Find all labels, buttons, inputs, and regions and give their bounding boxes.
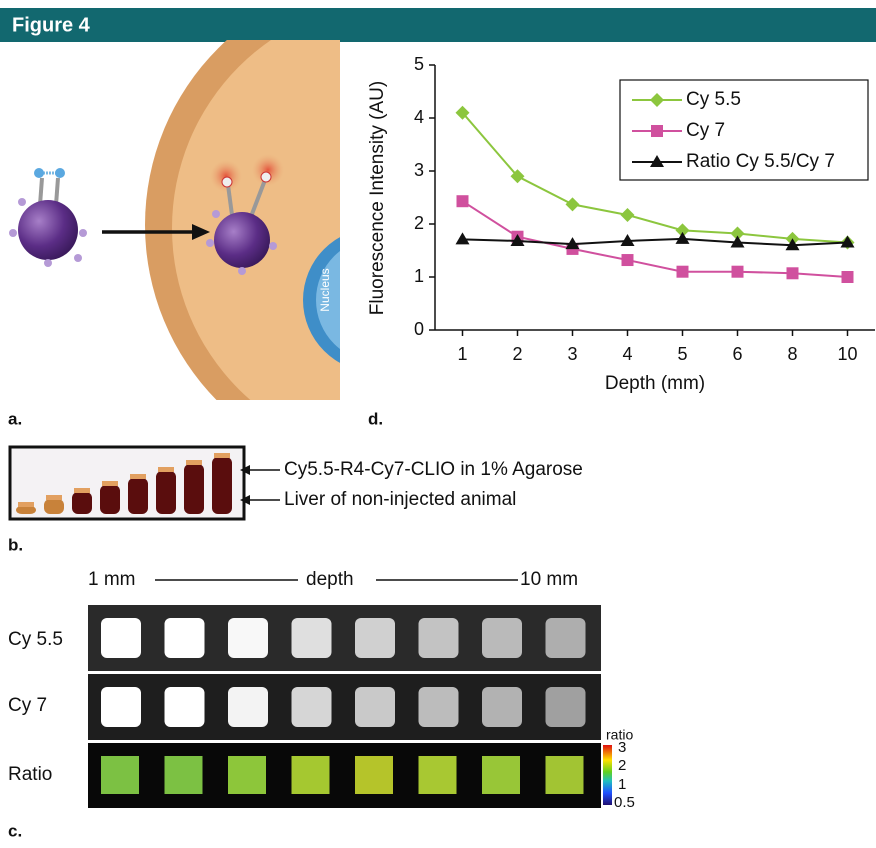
tube-top	[18, 502, 34, 507]
marker	[842, 271, 854, 283]
colorbar-tick: 2	[618, 757, 626, 774]
panel-label: d.	[368, 409, 383, 428]
square	[228, 618, 268, 658]
square	[292, 687, 332, 727]
square	[355, 618, 395, 658]
tube-top	[186, 460, 202, 465]
panel-label: b.	[8, 535, 23, 554]
colorbar-tick: 1	[618, 776, 626, 793]
marker	[732, 266, 744, 278]
marker	[566, 197, 580, 211]
tube	[184, 464, 204, 514]
x-tick-label: 5	[677, 344, 687, 364]
square	[355, 756, 393, 794]
square	[482, 687, 522, 727]
y-tick-label: 4	[414, 107, 424, 127]
square	[292, 756, 330, 794]
legend-label: Cy 5.5	[686, 89, 741, 110]
tube-top	[102, 481, 118, 486]
square	[419, 687, 459, 727]
tube	[44, 499, 64, 514]
x-tick-label: 1	[457, 344, 467, 364]
colorbar	[603, 745, 612, 805]
marker	[677, 266, 689, 278]
square	[546, 618, 586, 658]
square	[228, 687, 268, 727]
tube-top	[214, 453, 230, 458]
annotation: Liver of non-injected animal	[284, 489, 516, 510]
marker	[456, 232, 470, 244]
square	[101, 756, 139, 794]
square	[419, 756, 457, 794]
y-tick-label: 1	[414, 266, 424, 286]
depth-label: depth	[306, 569, 354, 590]
x-tick-label: 6	[732, 344, 742, 364]
square	[546, 687, 586, 727]
legend-label: Cy 7	[686, 120, 725, 141]
square	[165, 756, 203, 794]
x-tick-label: 3	[567, 344, 577, 364]
y-tick-label: 5	[414, 54, 424, 74]
nucleus-label: Nucleus	[318, 268, 332, 311]
x-axis-label: Depth (mm)	[605, 373, 705, 394]
figure-title: Figure 4	[12, 14, 91, 36]
y-axis-label: Fluorescence Intensity (AU)	[367, 81, 388, 315]
tube-top	[158, 467, 174, 472]
header-bar	[0, 8, 876, 42]
marker	[621, 208, 635, 222]
square	[228, 756, 266, 794]
page: {"header": {"title": "Figure 4"}, "panel…	[0, 0, 876, 843]
tube	[156, 471, 176, 514]
square	[292, 618, 332, 658]
square	[355, 687, 395, 727]
tube	[72, 492, 92, 514]
tube-top	[46, 495, 62, 500]
marker	[457, 195, 469, 207]
colorbar-tick: 3	[618, 739, 626, 756]
legend-label: Ratio Cy 5.5/Cy 7	[686, 151, 835, 172]
square	[165, 618, 205, 658]
tube	[100, 485, 120, 514]
x-tick-label: 2	[512, 344, 522, 364]
tube	[128, 478, 148, 514]
square	[482, 618, 522, 658]
x-tick-label: 10	[837, 344, 857, 364]
row-label: Cy 5.5	[8, 629, 63, 650]
square	[419, 618, 459, 658]
y-tick-label: 3	[414, 160, 424, 180]
row-label: Cy 7	[8, 695, 47, 716]
marker	[787, 267, 799, 279]
square	[482, 756, 520, 794]
annotation: Cy5.5-R4-Cy7-CLIO in 1% Agarose	[284, 459, 583, 480]
square	[101, 687, 141, 727]
x-tick-label: 8	[787, 344, 797, 364]
tube-top	[130, 474, 146, 479]
tube	[212, 457, 232, 514]
colorbar-tick: 0.5	[614, 794, 635, 811]
panel-label: a.	[8, 409, 22, 428]
x-tick-label: 4	[622, 344, 632, 364]
row-label: Ratio	[8, 764, 52, 785]
y-tick-label: 2	[414, 213, 424, 233]
square	[165, 687, 205, 727]
tube	[16, 506, 36, 514]
square	[101, 618, 141, 658]
line-chart: Fluorescence Intensity (AU) Depth (mm) 0…	[367, 54, 875, 394]
depth-end: 10 mm	[520, 569, 578, 590]
legend-marker	[651, 125, 663, 137]
marker	[622, 254, 634, 266]
panel-label: c.	[8, 821, 22, 840]
y-tick-label: 0	[414, 319, 424, 339]
marker	[676, 232, 690, 244]
depth-start: 1 mm	[88, 569, 136, 590]
tube-top	[74, 488, 90, 493]
figure: Figure 4 Nucleus a. d. Cy5.5-R4-Cy7-CLIO…	[0, 0, 876, 843]
square	[546, 756, 584, 794]
